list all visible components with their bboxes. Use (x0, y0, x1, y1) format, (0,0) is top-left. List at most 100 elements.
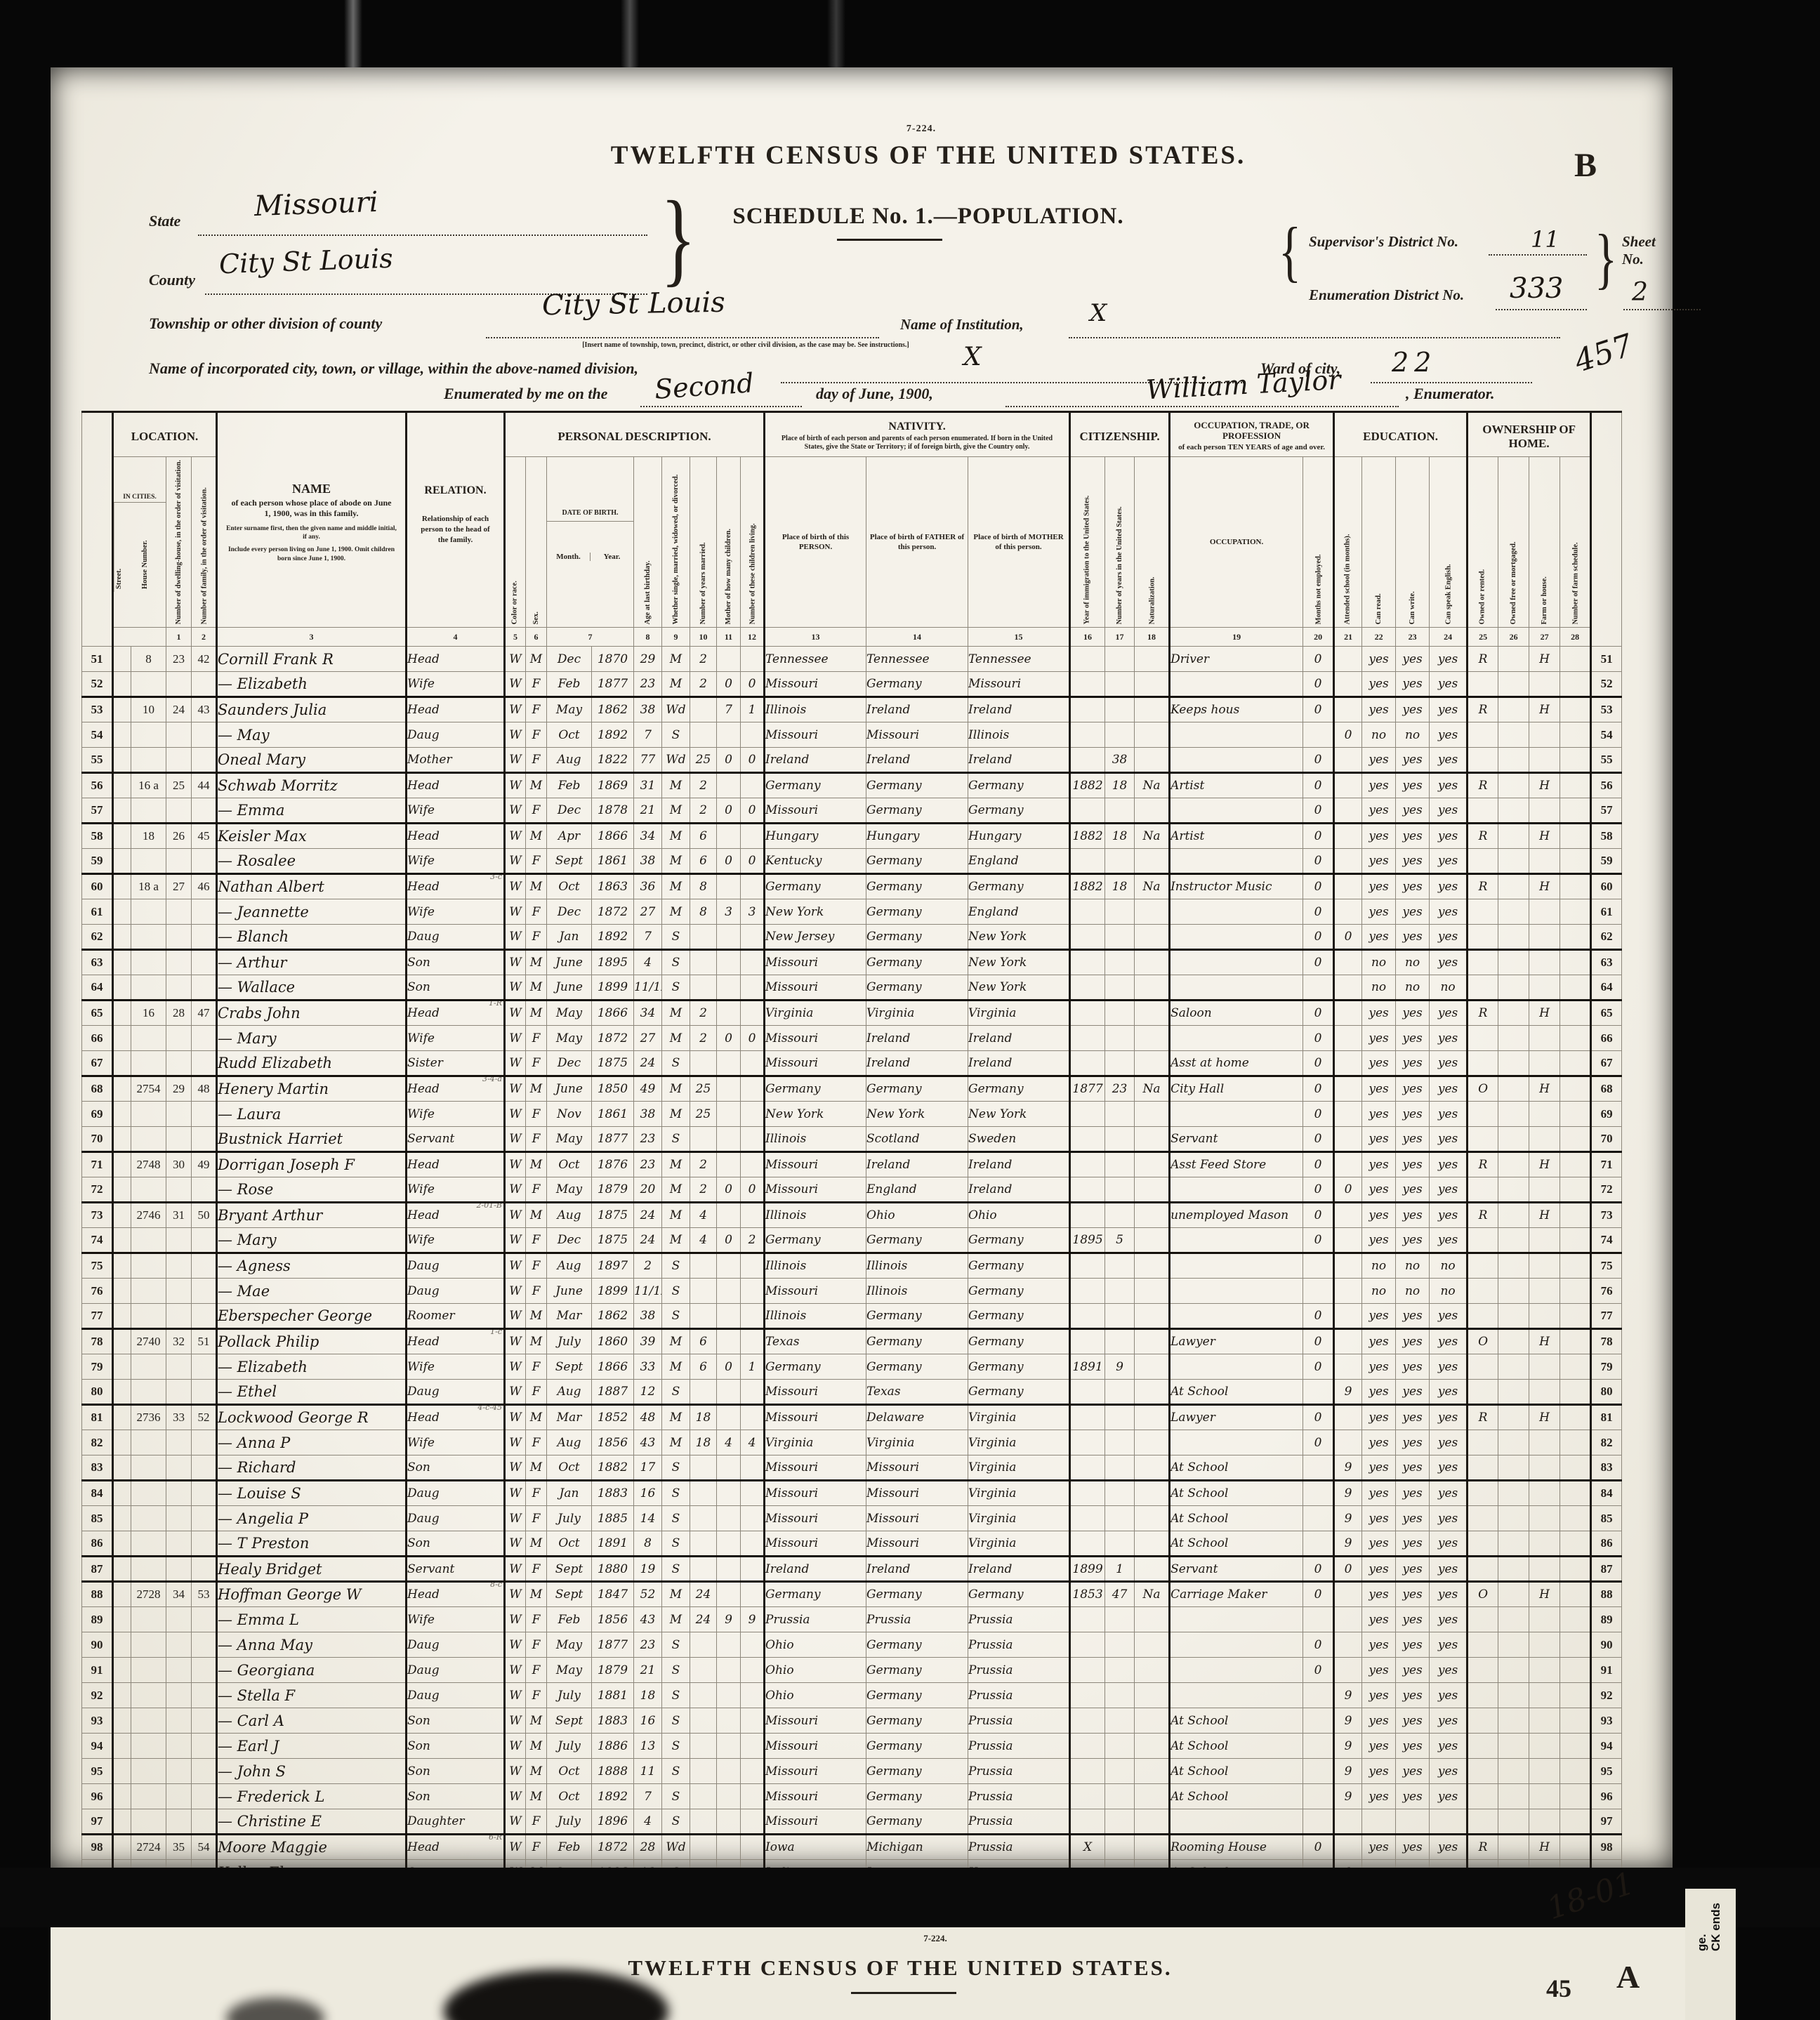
cell-pob-mother: Germany (968, 772, 1071, 799)
cell-naturalization (1134, 1455, 1171, 1482)
cell-owned-or-rented: R (1467, 646, 1499, 673)
cell-occupation: At School (1169, 1455, 1304, 1482)
column-number: 24 (1429, 627, 1469, 647)
cell-years-in-us (1104, 1505, 1135, 1532)
cell-can-speak-english: yes (1429, 1379, 1469, 1406)
cell-birth-month: Sept (546, 1581, 592, 1608)
cell-farm-schedule-number (1559, 671, 1592, 699)
cell-can-speak-english: yes (1429, 747, 1469, 774)
cell-occupation (1169, 722, 1304, 748)
cell-pob-mother: Germany (968, 1379, 1071, 1406)
cell-children-living (739, 1834, 766, 1861)
table-row: 92— Stella F Daug W F July 1881 18 S Ohio Germany… (81, 1682, 1623, 1709)
cell-months-unemployed (1303, 1783, 1336, 1810)
table-row: 79— Elizabeth Wife W F Sept 1866 33 M 6 0 1 Germany… (81, 1354, 1623, 1380)
cell-house-number (131, 899, 166, 925)
cell-owned-or-rented (1467, 1430, 1499, 1456)
cell-years-married: 24 (690, 1581, 717, 1608)
cell-can-write: yes (1395, 1076, 1430, 1102)
cell-mother-of-children (716, 1480, 741, 1507)
cell-name: Bryant Arthur (216, 1202, 407, 1229)
cell-name: — John S (216, 1758, 407, 1785)
cell-can-speak-english: yes (1429, 1606, 1469, 1633)
cell-immigration-year: 1882 (1069, 873, 1106, 900)
cell-pob-person: Ireland (764, 1556, 867, 1583)
table-row: 68 2754 29 48 Henery Martin 3-4-a Head W M June 18… (81, 1076, 1623, 1102)
cell-marital-status: M (661, 873, 690, 900)
table-row: 94— Earl J Son W M July 1886 13 S Missouri German… (81, 1733, 1623, 1760)
cell-mother-of-children: 0 (716, 1025, 741, 1052)
cell-pob-father: Tennessee (866, 646, 969, 673)
cell-pob-father: Ireland (866, 1050, 969, 1078)
line-number: 52 (81, 671, 114, 699)
cell-birth-month: Feb (546, 671, 592, 699)
cell-family-number (191, 1758, 218, 1785)
cell-can-write: yes (1395, 1227, 1430, 1255)
cell-pob-father: Germany (866, 1581, 969, 1608)
cell-attended-school: 9 (1333, 1758, 1363, 1785)
cell-birth-month: Dec (546, 899, 592, 925)
cell-color: W (504, 1657, 526, 1684)
cell-months-unemployed: 0 (1303, 1404, 1336, 1431)
cell-farm-schedule-number (1559, 1177, 1592, 1204)
cell-dwelling-number: 24 (166, 697, 192, 723)
cell-sex: M (525, 1404, 547, 1431)
line-number: 69 (81, 1101, 114, 1128)
cell-can-write: yes (1395, 1151, 1430, 1178)
cell-dwelling-number: 25 (166, 772, 192, 799)
cell-family-number: 52 (191, 1404, 218, 1431)
cell-owned-free-or-mortgaged (1498, 1278, 1530, 1305)
cell-birth-year: 1888 (591, 1758, 634, 1785)
cell-farm-or-house: H (1529, 1404, 1561, 1431)
cell-marital-status: M (661, 671, 690, 699)
header-can-read: Can read. (1361, 456, 1396, 628)
cell-years-in-us (1104, 1253, 1135, 1279)
column-number: 16 (1069, 627, 1106, 647)
cell-pob-father: England (866, 1177, 969, 1204)
cell-can-speak-english: yes (1429, 924, 1469, 951)
cell-farm-or-house (1529, 1708, 1561, 1734)
cell-pob-person: Germany (764, 1354, 867, 1380)
line-number: 93 (1590, 1708, 1623, 1734)
cell-years-married: 2 (690, 798, 717, 825)
line-number: 79 (1590, 1354, 1623, 1380)
cell-naturalization: Na (1134, 1076, 1171, 1102)
cell-house-number (131, 1632, 166, 1658)
line-number: 66 (81, 1025, 114, 1052)
cell-name: Henery Martin (216, 1076, 407, 1102)
cell-months-unemployed: 0 (1303, 772, 1336, 799)
cell-children-living: 9 (739, 1606, 766, 1633)
cell-dwelling-number (166, 1632, 192, 1658)
cell-pob-father: Ireland (866, 747, 969, 774)
cell-years-in-us (1104, 1733, 1135, 1760)
cell-family-number (191, 975, 218, 1002)
line-number: 57 (81, 798, 114, 825)
cell-immigration-year (1069, 1202, 1106, 1229)
cell-immigration-year (1069, 1151, 1106, 1178)
cell-street (112, 1050, 131, 1078)
cell-can-read: yes (1361, 823, 1397, 850)
cell-relation: Son (406, 1531, 506, 1558)
cell-can-read: yes (1361, 848, 1397, 876)
cell-years-married (690, 1809, 717, 1836)
cell-house-number (131, 1430, 166, 1456)
cell-attended-school: 9 (1333, 1708, 1363, 1734)
cell-color: W (504, 1430, 526, 1456)
cell-house-number (131, 1126, 166, 1154)
cell-name: — Wallace (216, 975, 407, 1002)
cell-can-speak-english: yes (1429, 1505, 1469, 1532)
cell-occupation: Artist (1169, 823, 1304, 850)
cell-owned-free-or-mortgaged (1498, 1076, 1530, 1102)
cell-occupation: At School (1169, 1505, 1304, 1532)
cell-can-write: yes (1395, 1657, 1430, 1684)
city-label: Name of incorporated city, town, or vill… (149, 359, 639, 377)
cell-birth-month: Dec (546, 1227, 592, 1255)
cell-owned-free-or-mortgaged (1498, 772, 1530, 799)
cell-owned-free-or-mortgaged (1498, 1025, 1530, 1052)
cell-mother-of-children (716, 1455, 741, 1482)
cell-birth-month: July (546, 1809, 592, 1836)
cell-color: W (504, 671, 526, 699)
cell-owned-or-rented: R (1467, 1404, 1499, 1431)
cell-occupation (1169, 1227, 1304, 1255)
cell-owned-or-rented: R (1467, 1834, 1499, 1861)
